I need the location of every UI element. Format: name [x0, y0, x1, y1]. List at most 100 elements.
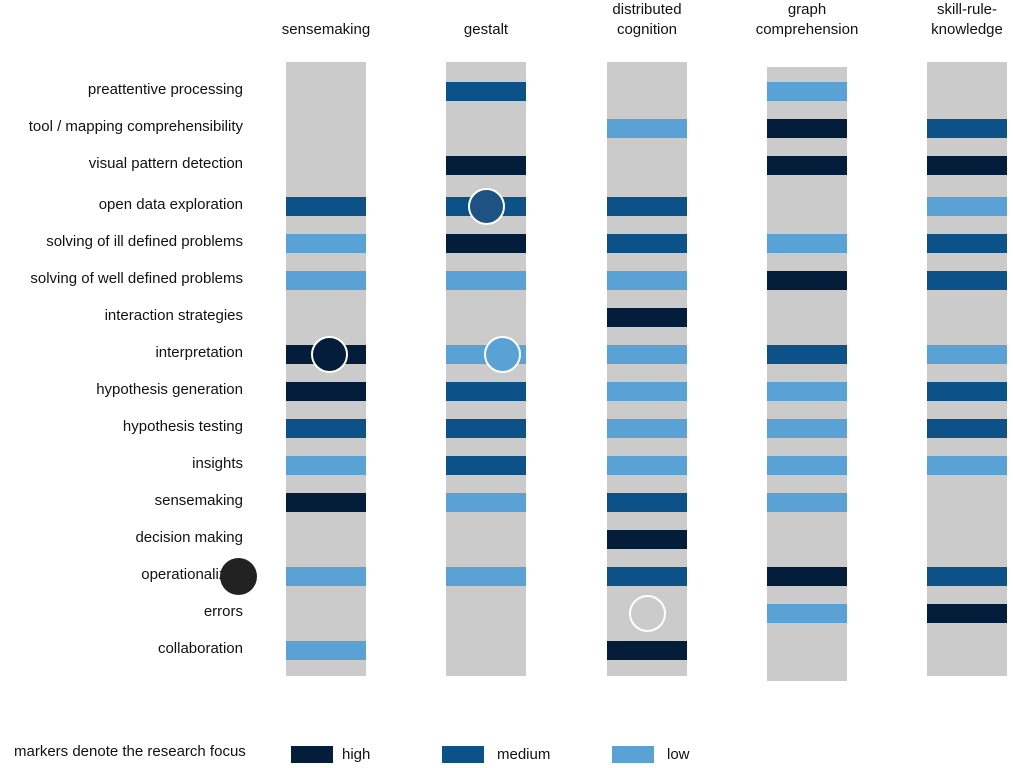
level-bar-medium — [286, 419, 366, 438]
level-bar-medium — [446, 82, 526, 101]
row-label: hypothesis testing — [122, 418, 243, 435]
row-label: operationalizab — [141, 566, 243, 583]
level-bar-high — [607, 641, 687, 660]
level-bar-medium — [607, 567, 687, 586]
level-bar-low — [607, 419, 687, 438]
column-header-line — [416, 0, 556, 20]
legend-label-medium: medium — [497, 746, 551, 763]
level-bar-low — [607, 456, 687, 475]
level-bar-high — [927, 156, 1007, 175]
row-label: visual pattern detection — [88, 155, 243, 172]
level-bar-medium — [927, 382, 1007, 401]
level-bar-low — [767, 82, 847, 101]
column-track — [927, 62, 1007, 676]
level-bar-low — [286, 234, 366, 253]
column-header-line: skill-rule- — [937, 1, 997, 18]
level-bar-high — [767, 271, 847, 290]
level-bar-low — [286, 641, 366, 660]
legend-caption: markers denote the research focus — [14, 743, 246, 760]
research-focus-marker — [220, 558, 257, 595]
level-bar-low — [767, 234, 847, 253]
column-track — [286, 62, 366, 676]
research-focus-marker — [468, 188, 505, 225]
column-header-line — [256, 0, 396, 20]
row-label: open data exploration — [98, 196, 243, 213]
legend-swatch-low — [612, 746, 654, 763]
level-bar-medium — [767, 345, 847, 364]
column-header-0: sensemaking — [256, 0, 396, 40]
level-bar-low — [927, 456, 1007, 475]
legend-swatch-high — [291, 746, 333, 763]
legend-label-low: low — [667, 746, 690, 763]
level-bar-medium — [927, 119, 1007, 138]
research-focus-marker — [484, 336, 521, 373]
level-bar-high — [607, 530, 687, 549]
level-bar-low — [767, 382, 847, 401]
level-bar-high — [767, 156, 847, 175]
level-bar-medium — [446, 419, 526, 438]
level-bar-low — [767, 493, 847, 512]
level-bar-medium — [286, 197, 366, 216]
column-header-line: knowledge — [931, 21, 1003, 38]
level-bar-medium — [446, 456, 526, 475]
column-header-line: gestalt — [463, 21, 509, 38]
row-label: tool / mapping comprehensibility — [28, 118, 243, 135]
level-bar-high — [927, 604, 1007, 623]
level-bar-low — [286, 567, 366, 586]
row-label: decision making — [135, 529, 243, 546]
row-label: solving of well defined problems — [30, 270, 243, 287]
level-bar-high — [286, 382, 366, 401]
column-header-line: cognition — [616, 21, 678, 38]
level-bar-low — [607, 271, 687, 290]
level-bar-medium — [927, 271, 1007, 290]
level-bar-low — [767, 419, 847, 438]
level-bar-low — [927, 345, 1007, 364]
row-label: solving of ill defined problems — [46, 233, 243, 250]
level-bar-low — [767, 604, 847, 623]
level-bar-low — [767, 456, 847, 475]
legend-label-high: high — [342, 746, 371, 763]
level-bar-medium — [446, 382, 526, 401]
column-header-3: graph comprehension — [737, 0, 877, 40]
research-focus-marker — [311, 336, 348, 373]
level-bar-low — [286, 456, 366, 475]
level-bar-medium — [607, 197, 687, 216]
level-bar-medium — [927, 419, 1007, 438]
column-header-line: sensemaking — [281, 21, 371, 38]
level-bar-high — [286, 493, 366, 512]
row-label: preattentive processing — [87, 81, 243, 98]
column-track — [607, 62, 687, 676]
row-label: errors — [203, 603, 243, 620]
level-bar-high — [446, 234, 526, 253]
legend-swatch-medium — [442, 746, 484, 763]
column-header-4: skill-rule-knowledge — [897, 0, 1013, 40]
level-bar-low — [286, 271, 366, 290]
level-bar-low — [446, 567, 526, 586]
level-bar-medium — [607, 234, 687, 253]
level-bar-low — [607, 119, 687, 138]
level-bar-high — [446, 156, 526, 175]
column-header-line: comprehension — [755, 21, 859, 38]
row-label: hypothesis generation — [96, 381, 243, 398]
row-label: sensemaking — [154, 492, 243, 509]
level-bar-high — [767, 119, 847, 138]
row-label: collaboration — [157, 640, 243, 657]
column-header-1: gestalt — [416, 0, 556, 40]
level-bar-medium — [607, 493, 687, 512]
level-bar-low — [927, 197, 1007, 216]
level-bar-high — [767, 567, 847, 586]
column-header-2: distributed cognition — [577, 0, 717, 40]
level-bar-low — [446, 271, 526, 290]
level-bar-low — [607, 345, 687, 364]
column-track — [446, 62, 526, 676]
level-bar-medium — [927, 234, 1007, 253]
level-bar-high — [607, 308, 687, 327]
row-label: interaction strategies — [104, 307, 243, 324]
column-header-line: graph — [787, 1, 827, 18]
level-bar-medium — [927, 567, 1007, 586]
row-label: interpretation — [155, 344, 243, 361]
row-label: insights — [192, 455, 243, 472]
level-bar-low — [607, 382, 687, 401]
column-header-line: distributed — [612, 1, 682, 18]
research-focus-marker — [629, 595, 666, 632]
